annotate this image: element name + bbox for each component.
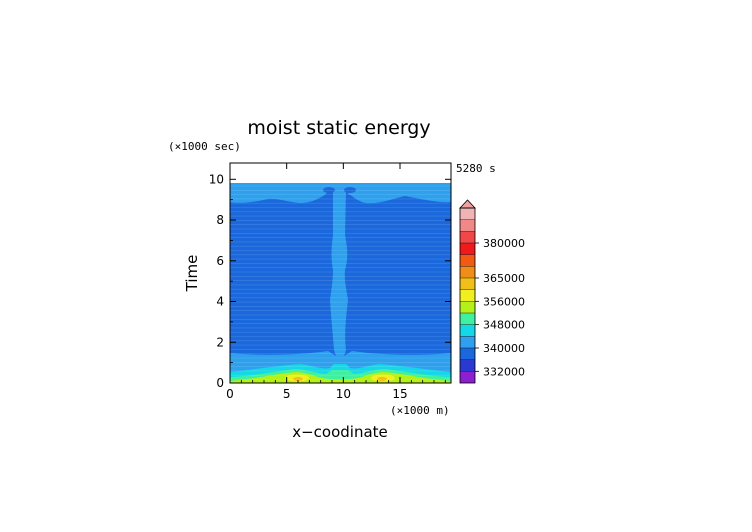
y-tick-label: 4 [216,295,224,309]
colorbar-segment [460,243,475,255]
plot-area: 0 5 10 15 0 2 4 6 8 10 [209,162,452,401]
y-unit-label: (×1000 sec) [168,140,241,153]
y-tick-label: 10 [209,172,224,186]
colorbar: 332000 340000 348000 356000 365000 380000 [459,199,525,384]
colorbar-tick-label: 356000 [483,295,525,308]
field-yellowgreen-band [230,372,451,383]
colorbar-segment [460,301,475,313]
colorbar-tick-label: 380000 [483,237,525,250]
field-top-layer [230,183,451,204]
colorbar-segment [460,313,475,325]
colorbar-tick-label: 340000 [483,342,525,355]
x-tick-label: 0 [226,387,234,401]
x-tick-label: 15 [392,387,407,401]
y-tick-label: 8 [216,213,224,227]
x-unit-label: (×1000 m) [390,404,450,417]
field-max-left-core [293,377,303,381]
time-label: 5280 s [456,162,496,175]
x-axis-label: x−coodinate [292,423,388,441]
colorbar-extend-arrow [459,199,476,209]
plot-frame [229,162,452,384]
x-tick-label: 5 [283,387,291,401]
colorbar-segment [460,266,475,278]
colorbar-tick-label: 332000 [483,365,525,378]
colorbar-segment [460,359,475,372]
field-central-column [330,190,348,356]
colorbar-segment [460,348,475,360]
colorbar-segment [460,208,475,220]
colorbar-segment [460,219,475,232]
colorbar-segment [460,289,475,302]
colorbar-segment [460,231,475,243]
y-tick-label: 0 [216,376,224,390]
colorbar-frame [459,207,476,384]
colorbar-segment [460,336,475,348]
x-tick-label: 10 [336,387,351,401]
colorbar-segment [460,278,475,290]
colorbar-segment [460,371,475,383]
field-top-blob-left [323,187,335,193]
y-tick-label: 2 [216,335,224,349]
y-axis-label: Time [183,255,201,293]
colorbar-tick-label: 348000 [483,319,525,332]
field-max-right-core [377,377,387,381]
field-top-blob-right [344,187,356,193]
colorbar-segment [460,324,475,337]
colorbar-tick-label: 365000 [483,272,525,285]
chart-title: moist static energy [247,117,430,139]
y-tick-label: 6 [216,254,224,268]
colorbar-segment [460,254,475,267]
